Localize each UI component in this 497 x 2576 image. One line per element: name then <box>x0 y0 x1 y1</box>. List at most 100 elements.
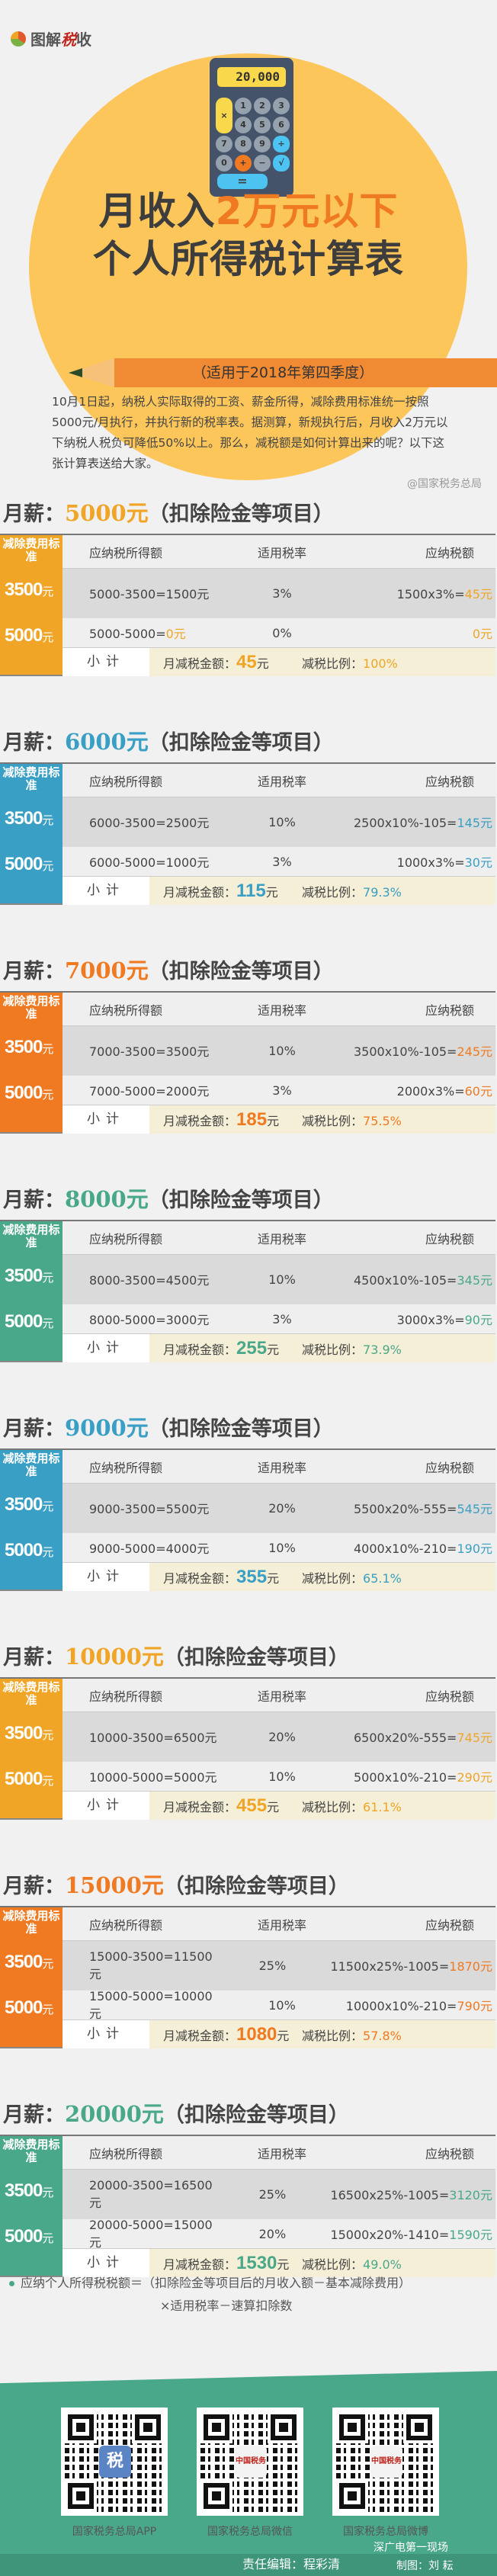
deduction-standard-column: 减除费用标准 3500元 5000元 <box>0 2136 63 2276</box>
monthly-reduction-value: 1530 <box>236 2252 277 2273</box>
standard-3500: 3500元 <box>5 808 53 829</box>
standard-value: 3500 <box>5 808 43 829</box>
subtotal-label: 小计 <box>63 648 149 676</box>
taxable-income: 5000-3500=1500元 <box>89 587 210 601</box>
qr-code[interactable]: 中国税务 <box>332 2408 439 2516</box>
pie-chart-icon <box>11 30 26 47</box>
salary-title: 月薪：8000元（扣除险金等项目） <box>0 1180 497 1220</box>
tax-amount: 4500x10%-105=345元 <box>343 1270 495 1288</box>
table-header: 应纳税所得额 适用税率 应纳税额 <box>63 1907 495 1940</box>
monthly-reduction: 月减税金额：1080元 <box>149 2024 302 2045</box>
table-header: 应纳税所得额 适用税率 应纳税额 <box>63 1450 495 1483</box>
salary-suffix: （扣除险金等项目） <box>148 1189 334 1212</box>
col-header-taxable: 应纳税所得额 <box>89 2146 163 2161</box>
tax-result: 60元 <box>464 1084 492 1099</box>
reduction-ratio-value: 57.8% <box>363 2028 402 2043</box>
subtotal-row: 小计 月减税金额：115元 减税比例：79.3% <box>63 877 495 905</box>
standard-value: 3500 <box>5 1952 43 1972</box>
reduction-ratio-label: 减税比例： <box>302 1113 364 1128</box>
calculator-key: × <box>216 98 232 133</box>
tax-table: 减除费用标准 3500元 5000元 应纳税所得额 适用税率 应纳税额 10000-… <box>0 1677 495 1820</box>
monthly-reduction-label: 月减税金额： <box>163 1570 237 1586</box>
salary-block: 月薪：7000元（扣除险金等项目） 减除费用标准 3500元 5000元 应纳税… <box>0 951 497 1180</box>
reduction-ratio: 减税比例：79.3% <box>302 882 402 900</box>
table-row-3500: 9000-3500=5500元 20% 5500x20%-555=545元 <box>63 1483 495 1532</box>
unit: 元 <box>256 656 269 671</box>
qr-code[interactable]: 税 <box>61 2408 168 2516</box>
reduction-ratio: 减税比例：75.5% <box>302 1111 402 1129</box>
subtotal-row: 小计 月减税金额：45元 减税比例：100% <box>63 648 495 676</box>
monthly-reduction-value: 1080 <box>236 2023 277 2045</box>
salary-block: 月薪：6000元（扣除险金等项目） 减除费用标准 3500元 5000元 应纳税… <box>0 723 497 951</box>
logo-text-red: 税 <box>61 30 76 49</box>
unit: 元 <box>42 631 53 644</box>
salary-amount: 8000元 <box>65 1186 149 1212</box>
salary-title: 月薪：6000元（扣除险金等项目） <box>0 723 497 762</box>
logo-text: 收 <box>76 30 91 49</box>
unit: 元 <box>42 2003 53 2016</box>
taxable-expression: 6000-5000=1000元 <box>89 855 210 870</box>
tax-expression: 4000x10%-210= <box>353 1541 457 1556</box>
side-header: 减除费用标准 <box>2 765 60 792</box>
monthly-reduction: 月减税金额：355元 <box>149 1567 302 1588</box>
col-header-rate: 适用税率 <box>257 1917 306 1933</box>
title-highlight: 2万元以下 <box>215 189 399 233</box>
reduction-ratio: 减税比例：61.1% <box>302 1797 402 1815</box>
col-header-taxable: 应纳税所得额 <box>89 1002 163 1018</box>
reduction-ratio: 减税比例：57.8% <box>302 2026 402 2044</box>
unit: 元 <box>42 1500 53 1513</box>
salary-amount: 10000元 <box>65 1644 164 1670</box>
reduction-ratio: 减税比例：65.1% <box>302 1568 402 1586</box>
salary-title: 月薪：15000元（扣除险金等项目） <box>0 1866 497 1906</box>
calculator-key: 5 <box>254 117 271 133</box>
taxable-income: 15000-3500=11500元 <box>89 1949 213 1981</box>
salary-amount: 15000元 <box>65 1872 164 1898</box>
calculator-key: 8 <box>235 136 252 152</box>
standard-3500: 3500元 <box>5 1037 53 1058</box>
taxable-result: 0元 <box>165 627 186 641</box>
unit: 元 <box>42 1043 53 1056</box>
reduction-ratio-label: 减税比例： <box>302 2257 364 2272</box>
standard-5000: 5000元 <box>5 854 53 875</box>
salary-title: 月薪：7000元（扣除险金等项目） <box>0 951 497 991</box>
col-header-rate: 适用税率 <box>257 2146 306 2161</box>
tax-rate: 20% <box>268 1500 296 1516</box>
qr-finder <box>132 2411 164 2443</box>
tax-expression: 2000x3%= <box>396 1084 465 1099</box>
standard-value: 3500 <box>5 1494 43 1515</box>
pencil-banner: （适用于2018年第四季度） <box>69 358 497 387</box>
calculator-key: 1 <box>235 98 252 114</box>
standard-5000: 5000元 <box>5 1311 53 1333</box>
col-header-taxable: 应纳税所得额 <box>89 1689 163 1704</box>
taxable-income: 15000-5000=10000元 <box>63 1989 221 2022</box>
calculator-key: 2 <box>254 98 271 114</box>
salary-prefix: 月薪： <box>3 960 65 983</box>
standard-value: 3500 <box>5 2180 43 2201</box>
qr-finder <box>65 2480 97 2512</box>
deduction-standard-column: 减除费用标准 3500元 5000元 <box>0 535 63 675</box>
monthly-reduction-label: 月减税金额： <box>163 884 237 900</box>
salary-amount: 7000元 <box>65 958 149 983</box>
taxable-expression: 20000-5000=15000元 <box>89 2217 213 2250</box>
standard-5000: 5000元 <box>5 625 53 646</box>
taxable-income: 10000-3500=6500元 <box>89 1731 217 1745</box>
table-row-5000: 10000-5000=5000元 10% 5000x10%-210=290元 <box>63 1761 495 1792</box>
tax-rate: 20% <box>268 1729 296 1744</box>
tax-result: 790元 <box>457 1999 492 2013</box>
col-header-tax: 应纳税额 <box>425 545 474 560</box>
pencil-lead <box>69 368 82 377</box>
title-line-2: 个人所得税计算表 <box>93 237 404 281</box>
reduction-ratio-label: 减税比例： <box>302 656 364 671</box>
tax-amount: 2500x10%-105=145元 <box>343 813 495 831</box>
tax-table: 减除费用标准 3500元 5000元 应纳税所得额 适用税率 应纳税额 9000-3… <box>0 1448 495 1591</box>
salary-title: 月薪：20000元（扣除险金等项目） <box>0 2095 497 2135</box>
qr-code[interactable]: 中国税务 <box>197 2408 303 2516</box>
reduction-ratio-label: 减税比例： <box>302 884 364 900</box>
col-header-taxable: 应纳税所得额 <box>89 545 163 560</box>
reduction-ratio: 减税比例：100% <box>302 653 398 672</box>
taxable-income: 7000-3500=3500元 <box>89 1044 210 1059</box>
qr-finder <box>336 2411 368 2443</box>
calculator-key: 9 <box>254 136 271 152</box>
salary-suffix: （扣除险金等项目） <box>163 1875 349 1898</box>
tax-emblem-icon: 中国税务 <box>370 2446 402 2478</box>
